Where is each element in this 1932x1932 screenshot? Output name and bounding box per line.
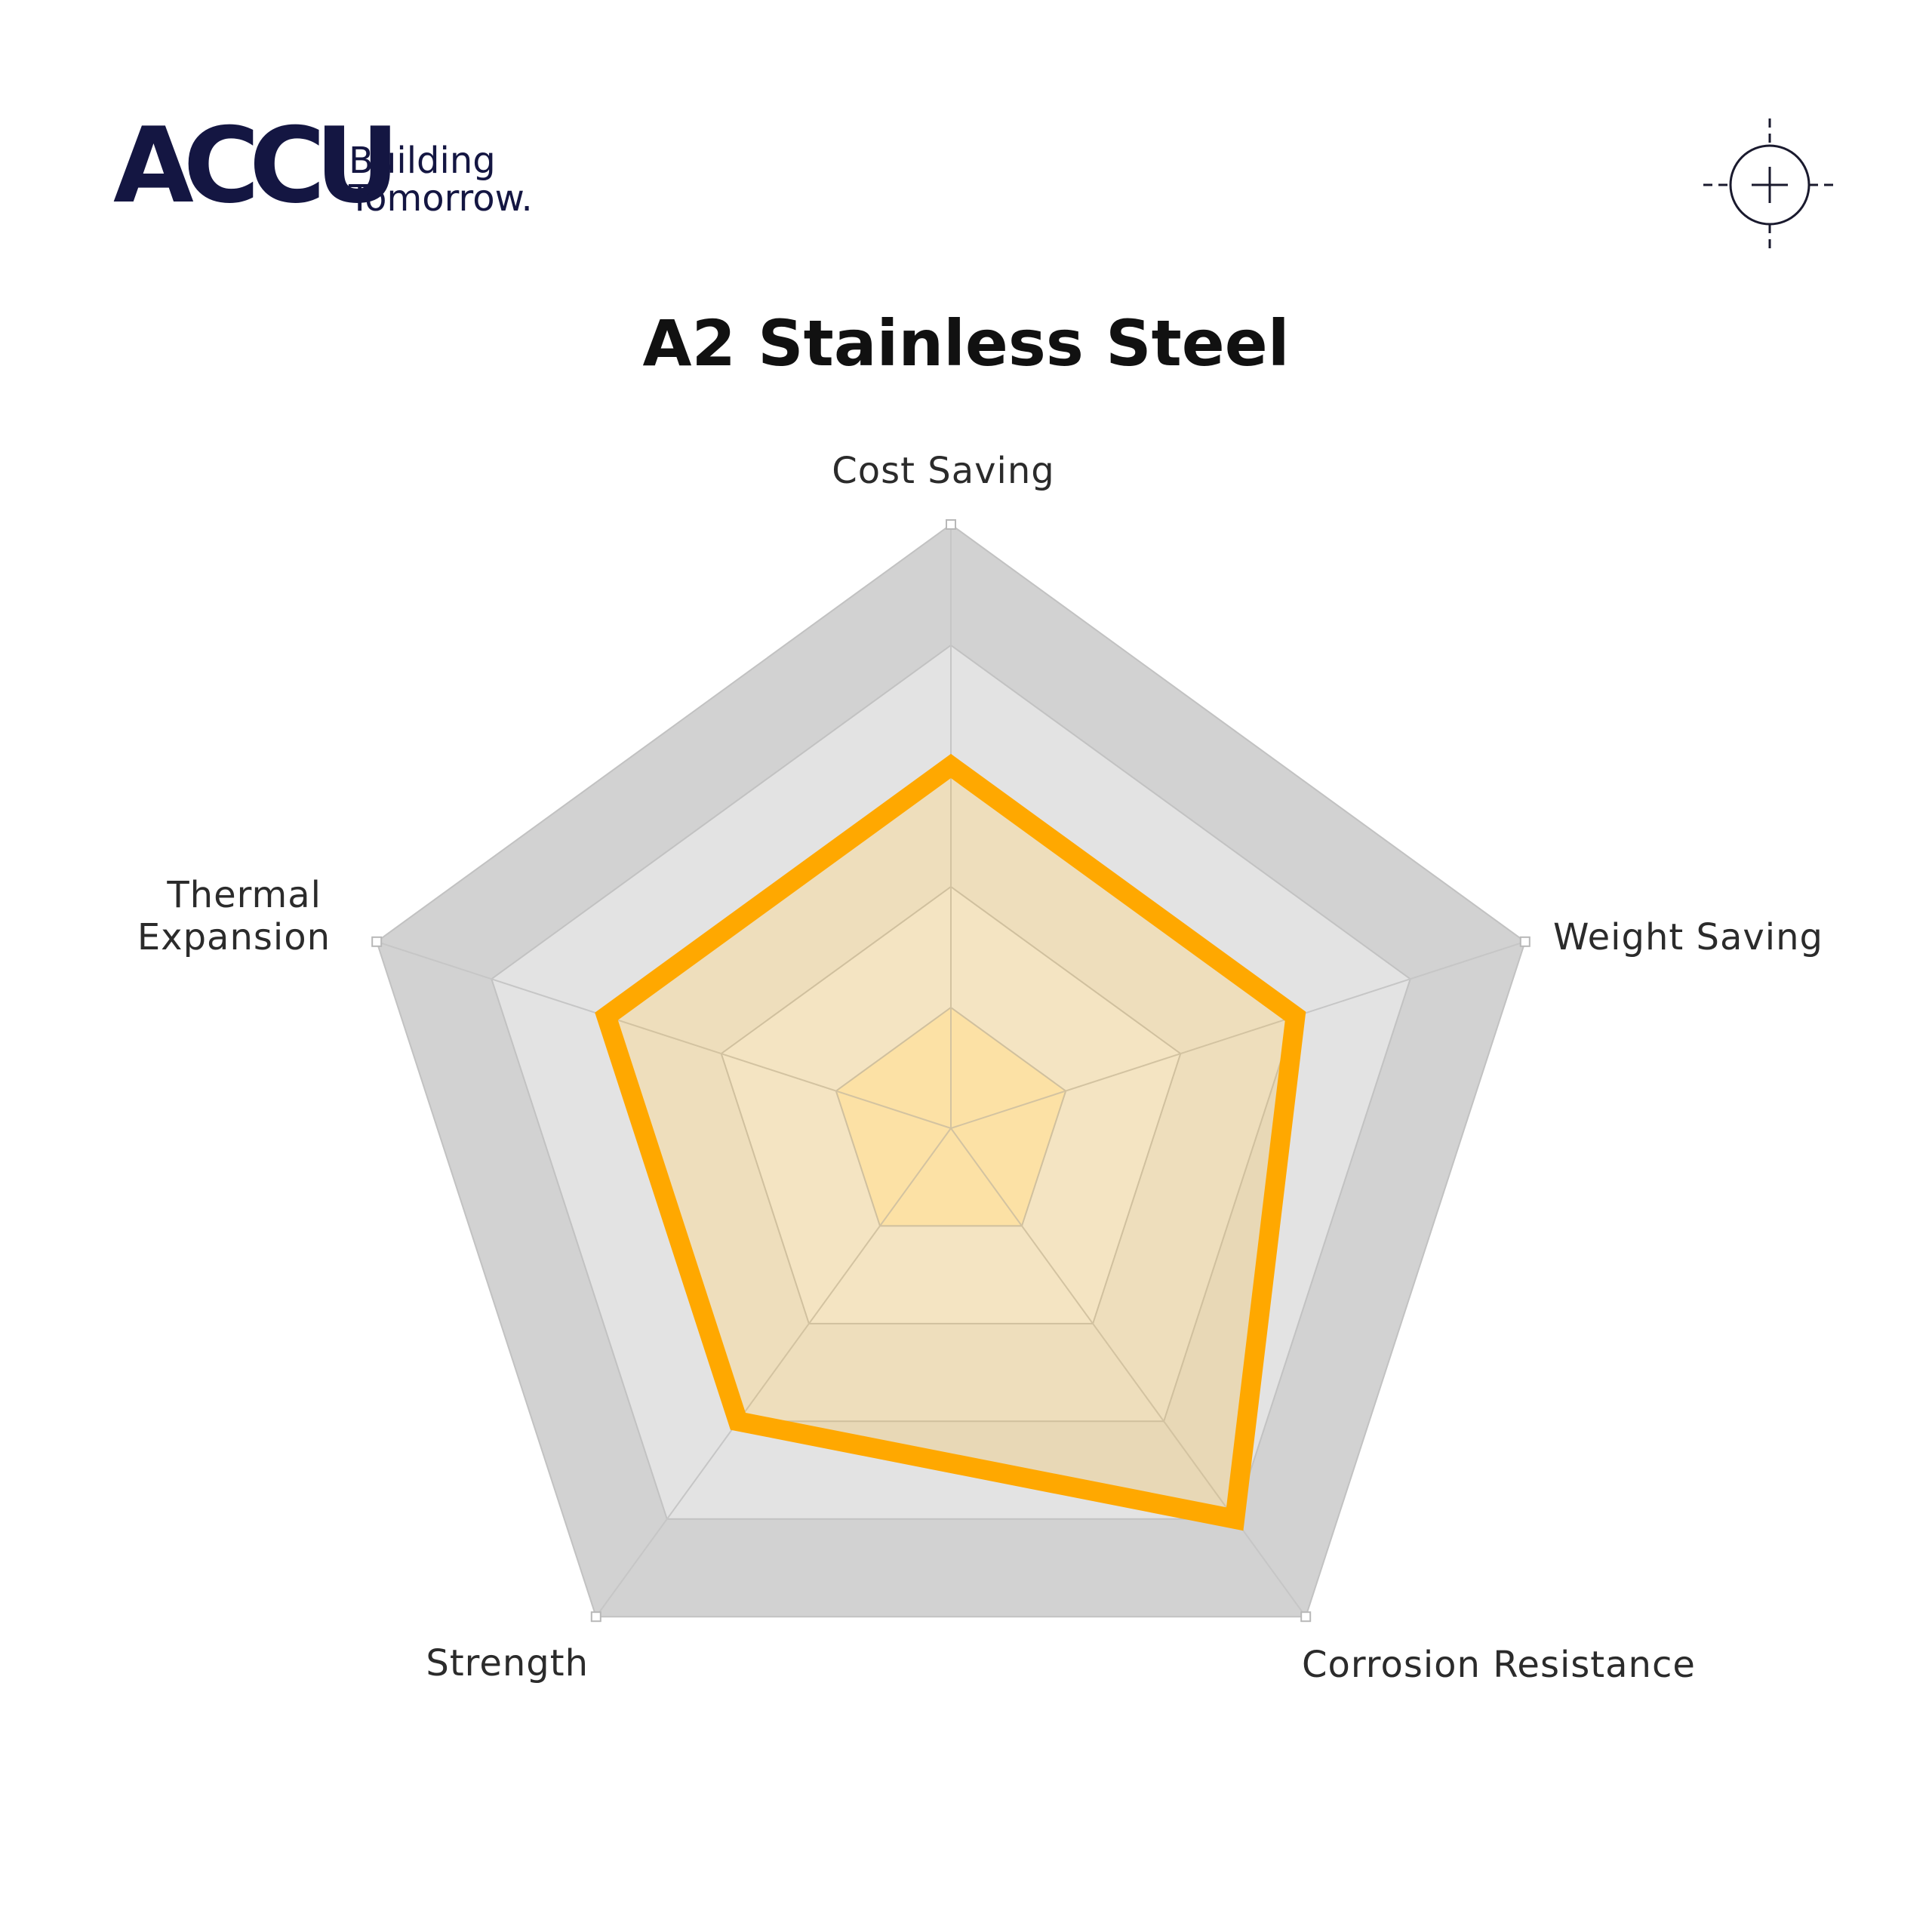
series-point-0 [950, 765, 952, 767]
axis-label-3: Strength [426, 1642, 589, 1684]
crosshair-icon [1703, 118, 1836, 251]
axis-end-marker-0 [946, 519, 956, 530]
axis-end-marker-2 [1300, 1611, 1312, 1623]
axis-label-1: Weight Saving [1553, 916, 1823, 958]
axis-label-2: Corrosion Resistance [1302, 1644, 1696, 1686]
axis-labels: Cost Saving Weight Saving Corrosion Resist… [137, 450, 1823, 1686]
series-point-4 [606, 1016, 608, 1017]
brand-logo: ACCU Building Tomorrow. [113, 113, 566, 226]
series-polygon-0 [595, 753, 1306, 1531]
series-point-3 [737, 1420, 739, 1422]
axis-end-marker-1 [1519, 936, 1531, 947]
chart-title: A2 Stainless Steel [642, 306, 1290, 380]
brand-tagline-line1: Building [349, 140, 496, 182]
radar-spokes [376, 525, 1526, 1617]
axis-end-marker-4 [371, 936, 383, 947]
brand-name: ACCU [113, 105, 399, 226]
axis-label-4: Thermal Expansion [137, 874, 331, 958]
spoke-2 [950, 1128, 1307, 1617]
axis-end-markers [371, 519, 1531, 1623]
spoke-3 [595, 1128, 952, 1617]
brand-tagline-line2: Tomorrow. [349, 177, 533, 220]
axis-label-4-line-0: Thermal [166, 874, 321, 916]
spoke-4 [376, 940, 952, 1129]
brand-tagline: Building Tomorrow. [349, 142, 533, 217]
radar-series [595, 753, 1306, 1531]
axis-label-0: Cost Saving [832, 450, 1054, 492]
axis-end-marker-3 [590, 1611, 601, 1623]
axis-label-4-line-1: Expansion [137, 916, 331, 958]
spoke-1 [950, 940, 1526, 1129]
series-point-1 [1295, 1016, 1297, 1017]
series-point-2 [1234, 1518, 1235, 1520]
